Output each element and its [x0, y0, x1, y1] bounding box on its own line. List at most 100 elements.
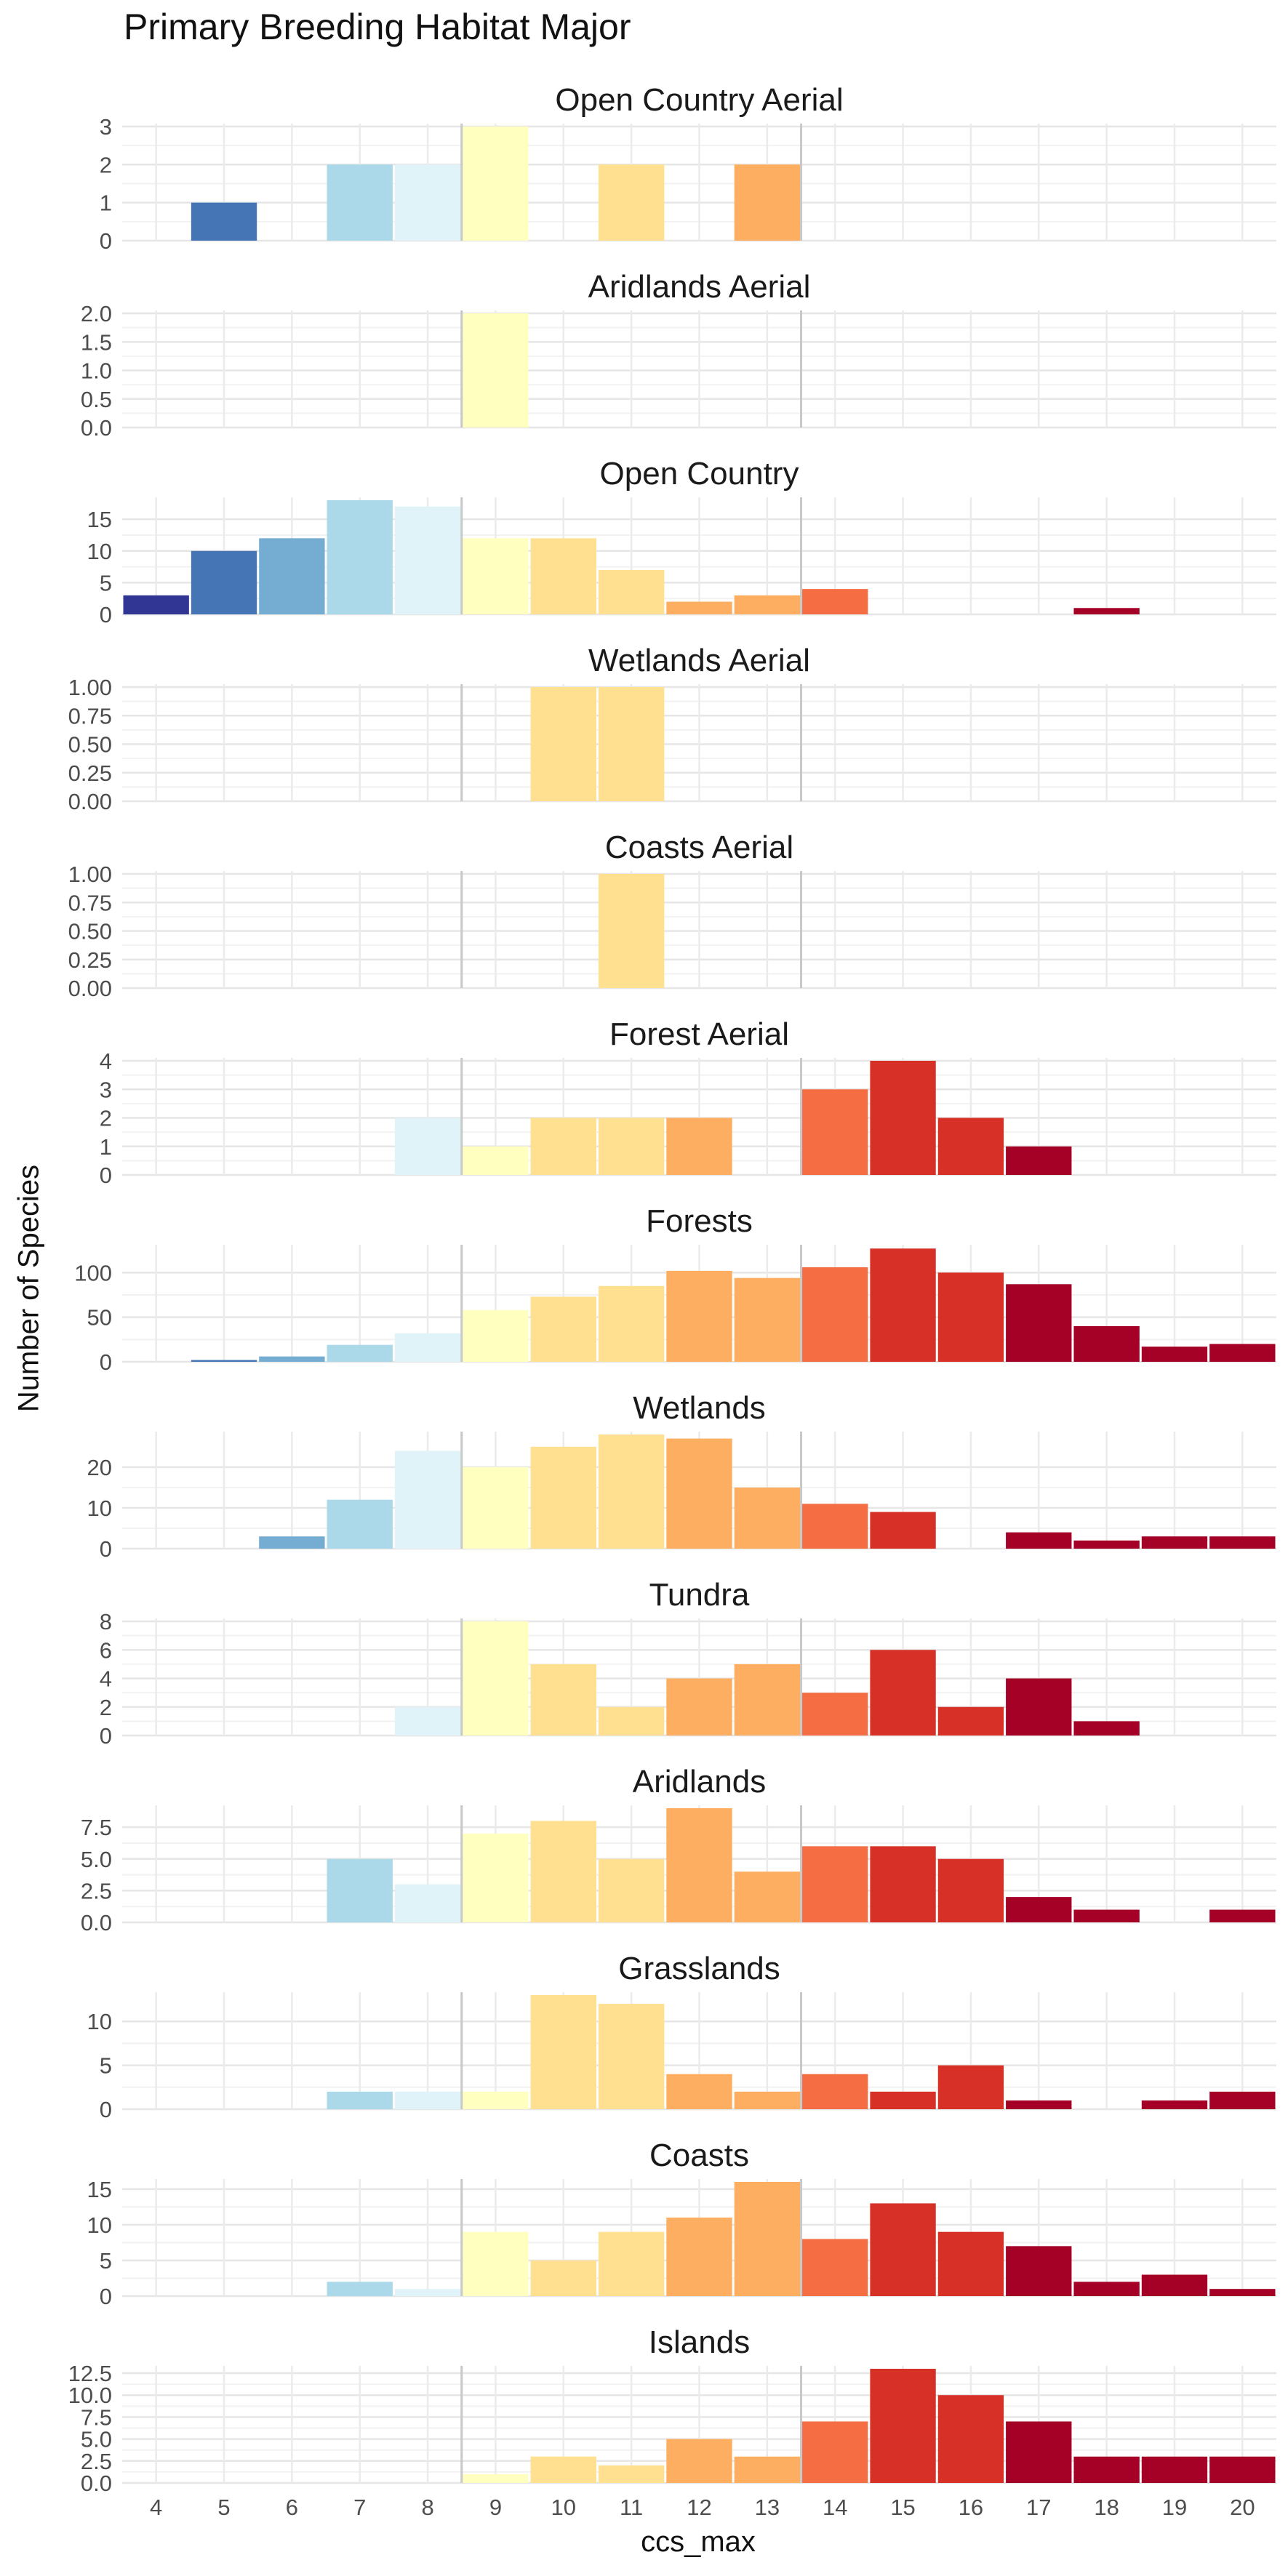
facet-title: Coasts — [649, 2138, 749, 2173]
x-tick-label: 14 — [823, 2495, 847, 2520]
bar-18 — [1073, 1325, 1140, 1362]
facet-wetlands: Wetlands 0 10 20 — [87, 1390, 1276, 1562]
bar-11 — [598, 1118, 665, 1175]
bar-16 — [937, 2231, 1004, 2296]
bar-17 — [1006, 1532, 1072, 1549]
bar-14 — [802, 589, 868, 614]
bar-18 — [1073, 2456, 1140, 2483]
bar-19 — [1141, 1347, 1208, 1362]
y-tick-label: 0.0 — [81, 2471, 112, 2496]
bar-11 — [598, 2004, 665, 2109]
y-tick-label: 3 — [100, 1077, 112, 1102]
bar-18 — [1073, 1721, 1140, 1736]
bar-16 — [937, 1858, 1004, 1922]
y-tick-label: 2.0 — [81, 301, 112, 326]
bar-6 — [259, 1536, 325, 1549]
bar-8 — [394, 1884, 461, 1922]
bar-14 — [802, 2074, 868, 2109]
bar-16 — [937, 1272, 1004, 1362]
bar-12 — [666, 1678, 732, 1736]
y-tick-label: 15 — [87, 507, 112, 532]
x-tick-label: 15 — [890, 2495, 915, 2520]
bar-10 — [530, 1296, 596, 1362]
facet-forest-aerial: Forest Aerial 0 1 2 3 4 — [100, 1016, 1276, 1188]
facet-grasslands: Grasslands 0 5 10 — [87, 1951, 1276, 2122]
bar-9 — [463, 2231, 529, 2296]
y-tick-label: 0 — [100, 1723, 112, 1749]
y-tick-label: 2 — [100, 152, 112, 177]
bar-15 — [870, 1061, 936, 1175]
bar-10 — [530, 1664, 596, 1736]
bar-18 — [1073, 2282, 1140, 2296]
y-tick-label: 5.0 — [81, 1847, 112, 1872]
bar-19 — [1141, 2456, 1208, 2483]
y-tick-label: 8 — [100, 1609, 112, 1634]
bar-5 — [191, 550, 257, 614]
bar-13 — [734, 1664, 801, 1736]
bar-15 — [870, 1846, 936, 1922]
x-tick-label: 5 — [217, 2495, 230, 2520]
bar-9 — [463, 1621, 529, 1736]
bar-16 — [937, 1706, 1004, 1736]
bar-12 — [666, 1438, 732, 1549]
bar-17 — [1006, 2100, 1072, 2109]
x-tick-label: 13 — [755, 2495, 780, 2520]
bar-19 — [1141, 2274, 1208, 2296]
bar-8 — [394, 2091, 461, 2109]
y-tick-label: 5 — [100, 2248, 112, 2274]
y-tick-label: 4 — [100, 1666, 112, 1692]
y-tick-label: 5 — [100, 570, 112, 595]
bar-15 — [870, 1512, 936, 1549]
bar-8 — [394, 164, 461, 241]
y-tick-label: 0.0 — [81, 1910, 112, 1935]
bar-15 — [870, 2203, 936, 2296]
bar-10 — [530, 2260, 596, 2296]
x-tick-label: 12 — [687, 2495, 711, 2520]
facet-wetlands-aerial: Wetlands Aerial 0.00 0.25 0.50 0.75 1.00 — [68, 643, 1276, 814]
facet-title: Grasslands — [618, 1951, 780, 1986]
y-tick-label: 7.5 — [81, 1815, 112, 1840]
y-tick-label: 0 — [100, 602, 112, 627]
facet-coasts-aerial: Coasts Aerial 0.00 0.25 0.50 0.75 1.00 — [68, 830, 1276, 1001]
bar-13 — [734, 164, 801, 241]
y-tick-label: 1 — [100, 1134, 112, 1160]
bar-10 — [530, 538, 596, 614]
bar-20 — [1209, 2289, 1276, 2296]
y-tick-label: 1.00 — [68, 862, 112, 887]
x-tick-label: 18 — [1094, 2495, 1119, 2520]
y-tick-label: 2 — [100, 1695, 112, 1720]
y-tick-label: 0.00 — [68, 976, 112, 1001]
bar-19 — [1141, 2100, 1208, 2109]
bar-11 — [598, 2465, 665, 2483]
bar-16 — [937, 2065, 1004, 2109]
y-tick-label: 10 — [87, 2212, 112, 2238]
y-tick-label: 10 — [87, 2009, 112, 2034]
y-tick-label: 0.50 — [68, 732, 112, 758]
y-tick-label: 0 — [100, 2284, 112, 2309]
bar-20 — [1209, 1909, 1276, 1922]
bar-5 — [191, 202, 257, 241]
y-tick-label: 0 — [100, 2097, 112, 2122]
bar-9 — [463, 313, 529, 428]
facet-islands: Islands 0.02.55.07.510.012.5 — [68, 2324, 1276, 2496]
chart-title: Primary Breeding Habitat Major — [124, 7, 631, 47]
bar-7 — [327, 500, 393, 614]
bar-11 — [598, 569, 665, 614]
bar-9 — [463, 1833, 529, 1922]
x-axis-label: ccs_max — [641, 2526, 756, 2558]
y-tick-label: 2.5 — [81, 1878, 112, 1903]
bar-8 — [394, 1118, 461, 1175]
facet-title: Forests — [646, 1203, 753, 1239]
y-tick-label: 0.0 — [81, 415, 112, 441]
bar-10 — [530, 2456, 596, 2483]
x-tick-label: 10 — [551, 2495, 576, 2520]
bar-9 — [463, 1309, 529, 1362]
bar-13 — [734, 1277, 801, 1362]
y-tick-label: 10 — [87, 539, 112, 564]
bar-14 — [802, 2421, 868, 2483]
y-tick-label: 10 — [87, 1496, 112, 1521]
y-tick-label: 50 — [87, 1305, 112, 1331]
y-tick-label: 10.0 — [68, 2383, 112, 2408]
y-tick-label: 0 — [100, 1163, 112, 1188]
y-tick-label: 100 — [74, 1260, 112, 1285]
